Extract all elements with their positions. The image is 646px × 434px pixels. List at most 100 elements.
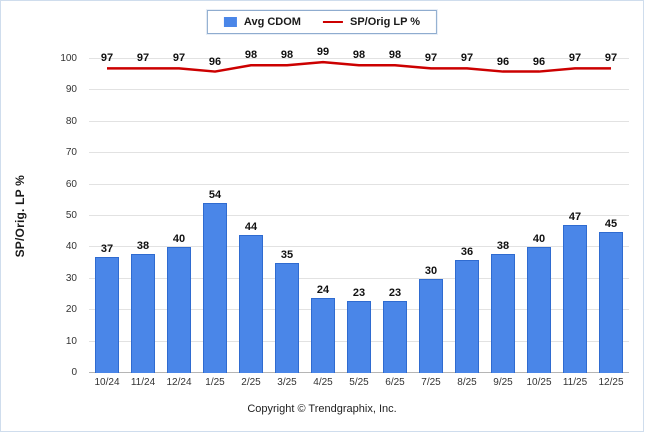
line-value-label: 98 [352,49,366,62]
bar-value-label: 24 [316,283,330,296]
bar-value-label: 35 [280,249,294,262]
line-value-label: 99 [316,46,330,59]
bar-slot: 47 [557,59,593,373]
gridline [89,215,629,216]
y-axis: 0 10 20 30 40 50 60 70 80 90 100 [41,54,81,378]
line-value-label: 97 [100,52,114,65]
bar-value-label: 54 [208,189,222,202]
bar-value-label: 30 [424,264,438,277]
x-tick-label: 4/25 [313,377,333,388]
gridline [89,120,629,122]
line-value-label: 98 [388,49,402,62]
bar-slot: 38 [485,59,521,373]
bar-value-label: 36 [460,245,474,258]
legend-item-sp-orig-lp: SP/Orig LP % [322,16,421,28]
y-tick-label: 90 [65,84,77,96]
line-swatch-icon [322,21,343,23]
gridline [89,89,629,91]
x-tick-label: 7/25 [421,377,441,388]
bar [527,247,551,373]
y-tick-label: 60 [65,178,77,190]
bar-value-label: 37 [100,242,114,255]
bar-slot: 38 [125,59,161,373]
y-tick-label: 100 [60,53,77,64]
y-tick-label: 40 [65,241,77,253]
x-tick-label: 10/24 [94,377,120,388]
line-value-label: 97 [604,52,618,65]
plot-area: 37 38 40 54 44 35 24 23 23 30 36 38 40 47 45 97 97 97 96 98… [89,46,629,373]
gridline [89,58,629,59]
bar-value-label: 40 [172,233,186,246]
x-tick-label: 10/25 [526,377,552,388]
bar-swatch-icon [223,17,237,27]
gridline [89,246,629,248]
gridline [89,277,629,279]
bar-value-label: 38 [496,239,510,252]
legend-item-avg-cdom: Avg CDOM [223,16,301,28]
legend: Avg CDOM SP/Orig LP % [206,10,438,34]
bar-slot: 54 [197,59,233,373]
bar-slot: 35 [269,59,305,373]
bar [203,203,227,373]
x-tick-label: 6/25 [385,377,405,388]
x-axis: 10/24 11/24 12/24 1/25 2/25 3/25 4/25 5/25 6/25 7… [89,377,629,388]
line-value-label: 96 [208,55,222,68]
bar-slot: 36 [449,59,485,373]
bar-slot: 40 [161,59,197,373]
bar-value-label: 23 [388,286,402,299]
bar [599,231,623,373]
gridline [89,152,629,154]
bar-value-label: 23 [352,286,366,299]
bar-value-label: 38 [136,239,150,252]
x-tick-label: 8/25 [457,377,477,388]
x-tick-label: 1/25 [205,377,225,388]
bar [383,300,407,373]
bar [347,300,371,373]
y-tick-label: 70 [65,147,77,159]
gridline [89,183,629,185]
x-tick-label: 9/25 [493,377,513,388]
line-value-label: 98 [280,49,294,62]
y-tick-label: 30 [65,272,77,284]
line-value-label: 96 [532,55,546,68]
bar-slot: 40 [521,59,557,373]
bar-slot: 37 [89,59,125,373]
bar [419,278,443,373]
x-tick-label: 3/25 [277,377,297,388]
bar [131,253,155,373]
bar-slot: 30 [413,59,449,373]
y-tick-label: 0 [71,367,77,378]
bar-value-label: 45 [604,217,618,230]
x-tick-label: 12/25 [598,377,624,388]
y-tick-label: 20 [65,304,77,316]
y-tick-label: 80 [65,115,77,127]
bar-value-label: 44 [244,220,258,233]
trend-line [107,60,611,73]
y-axis-title: SP/Orig. LP % [13,174,27,258]
bar [311,297,335,373]
bar [455,259,479,373]
bar-slot: 23 [377,59,413,373]
bar [275,263,299,373]
bar [563,225,587,373]
line-value-label: 98 [244,49,258,62]
legend-label: Avg CDOM [243,16,301,28]
x-tick-label: 2/25 [241,377,261,388]
legend-label: SP/Orig LP % [349,16,421,28]
bar [239,234,263,373]
bar-value-label: 47 [568,211,582,224]
bar-slot: 44 [233,59,269,373]
line-value-label: 97 [568,52,582,65]
bar-slot: 23 [341,59,377,373]
bar [167,247,191,373]
bar-value-label: 40 [532,233,546,246]
bar [95,256,119,373]
y-tick-label: 10 [65,335,77,347]
copyright: Copyright © Trendgraphix, Inc. [247,403,397,415]
line-value-label: 97 [460,52,474,65]
x-tick-label: 11/24 [130,377,156,388]
x-tick-label: 5/25 [349,377,369,388]
bar [491,253,515,373]
bar-slot: 45 [593,59,629,373]
